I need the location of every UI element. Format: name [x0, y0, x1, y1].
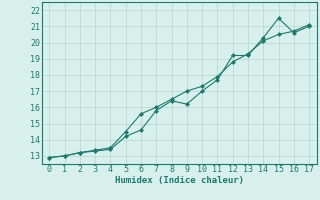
X-axis label: Humidex (Indice chaleur): Humidex (Indice chaleur)	[115, 176, 244, 185]
